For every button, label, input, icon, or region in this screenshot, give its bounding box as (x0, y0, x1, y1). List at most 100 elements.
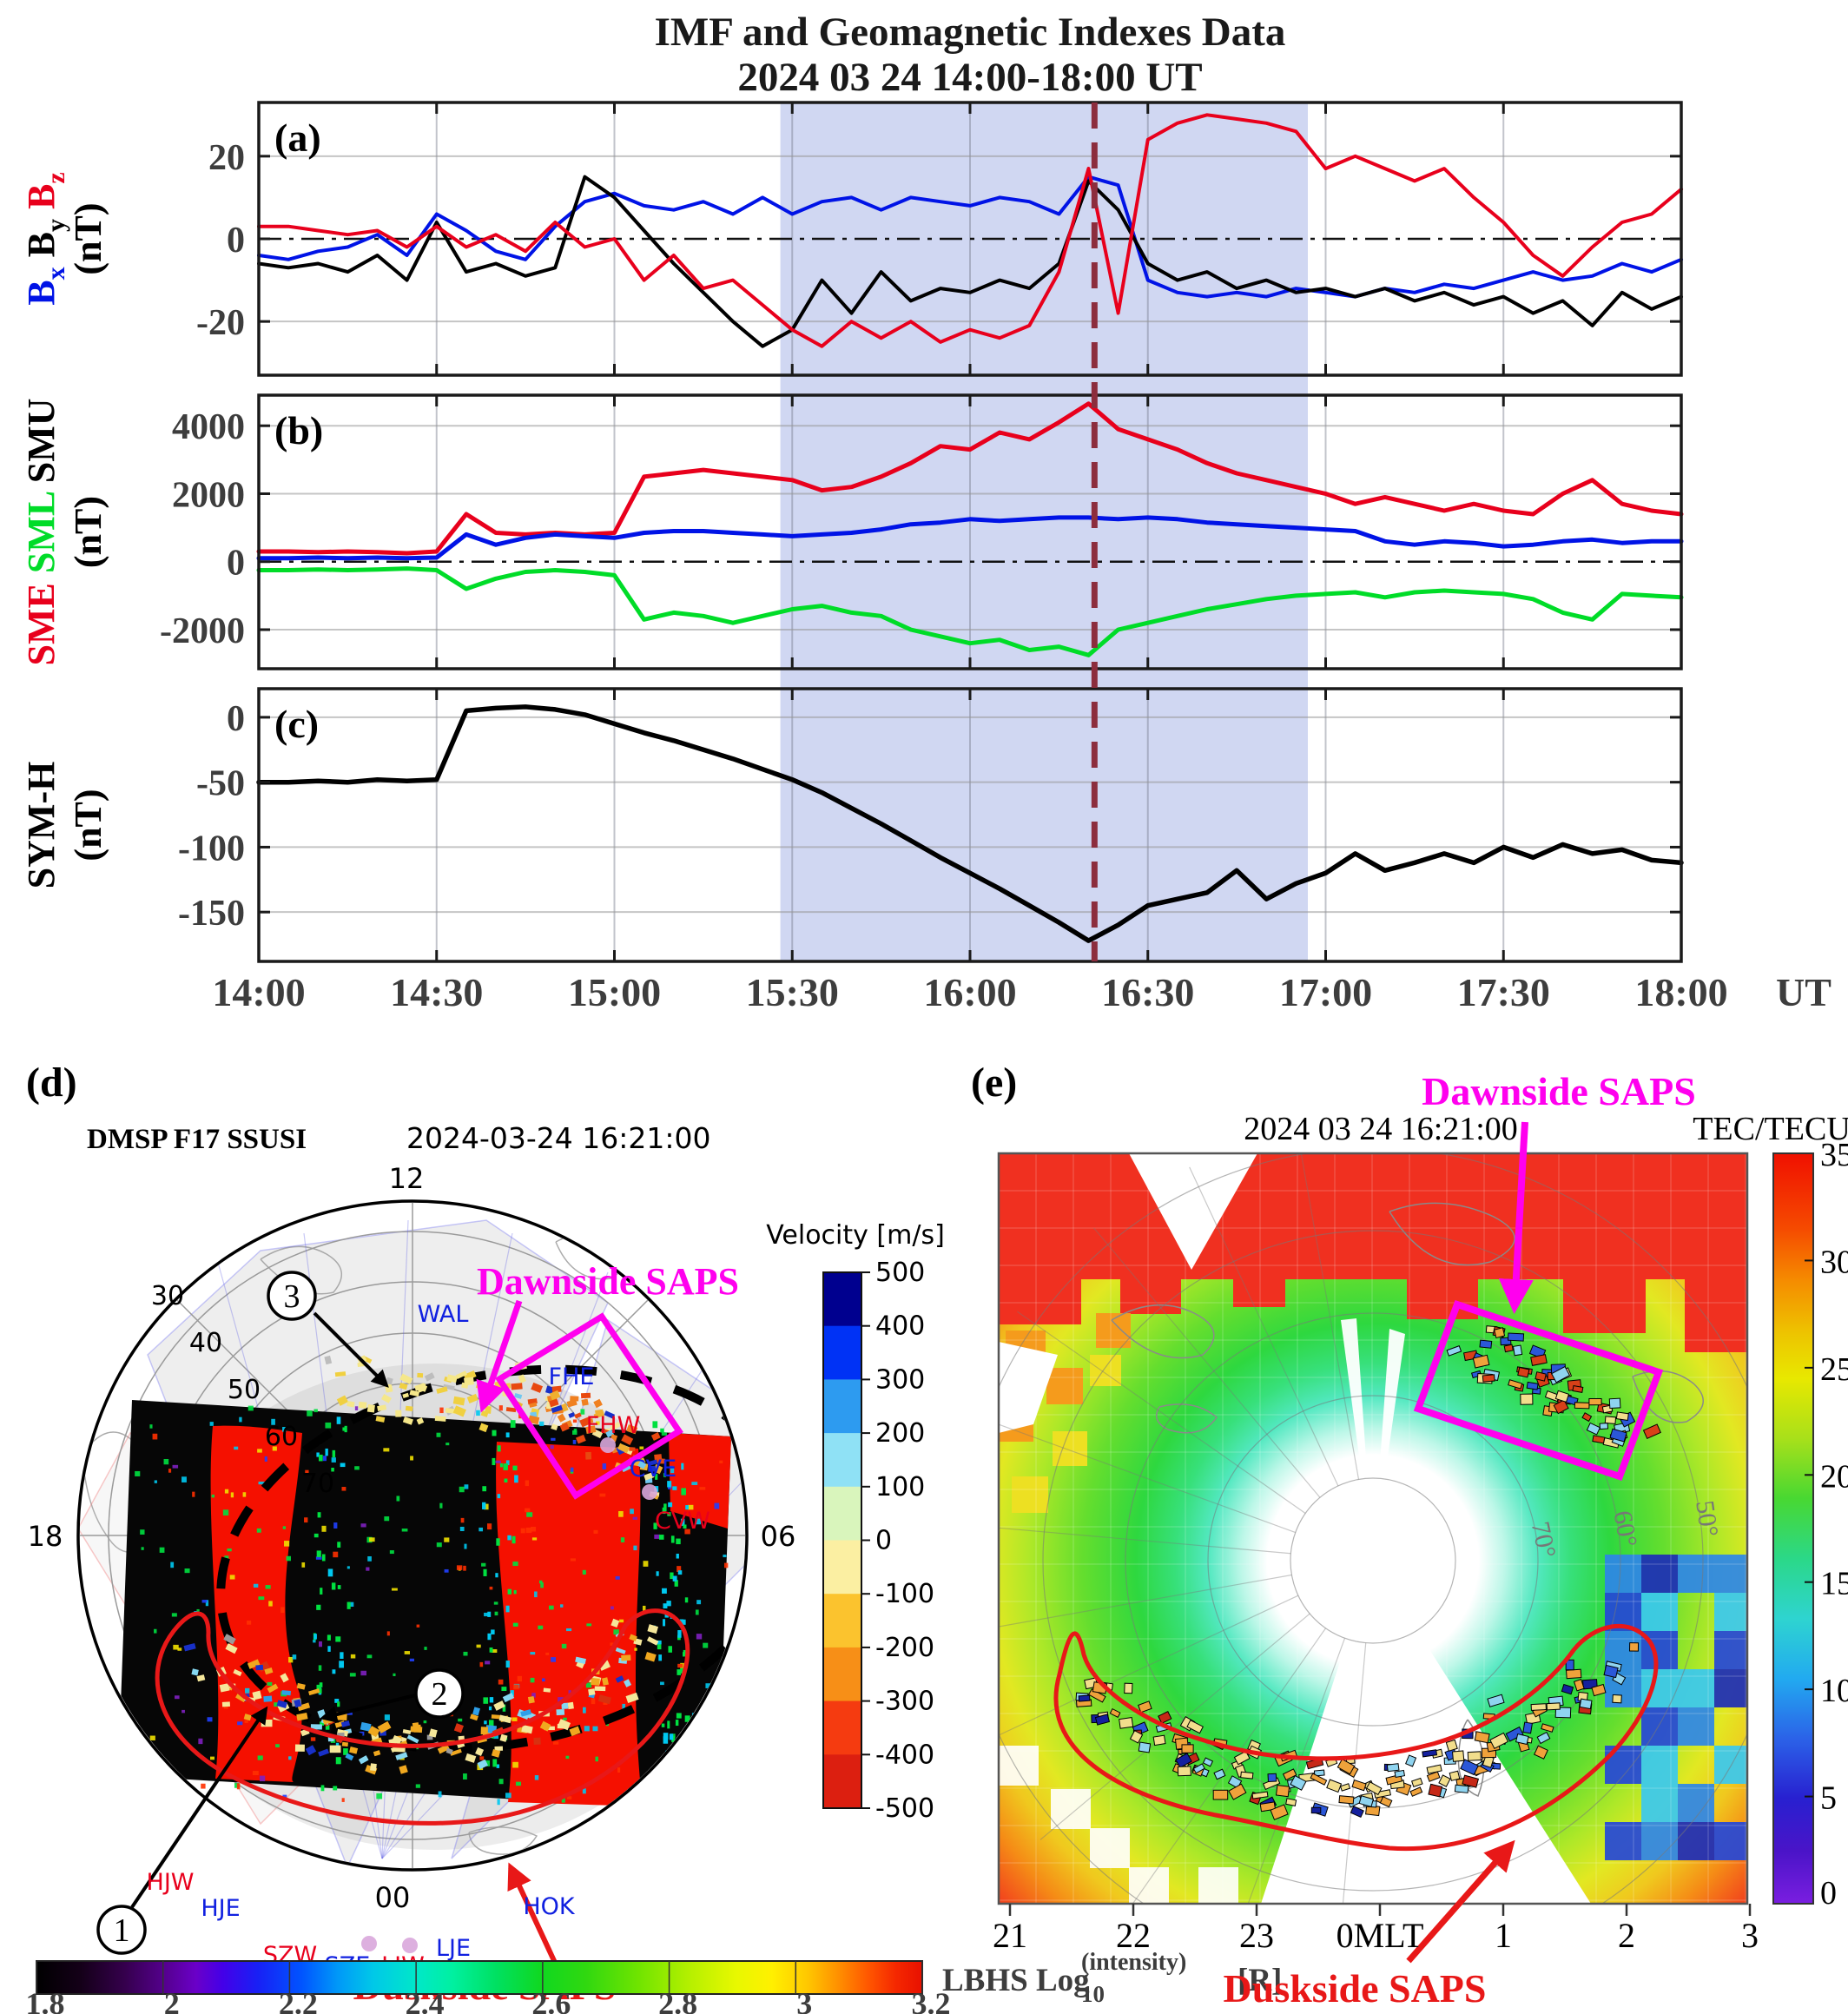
ytick-label-b: 2000 (172, 475, 245, 515)
series-Bx (257, 175, 1683, 299)
lbhs-tick: 3 (796, 1986, 812, 2014)
ylabel-c-unit: (nT) (67, 789, 109, 861)
tec-colorbar-title: TEC/TECU (1693, 1111, 1848, 1147)
timeseries-panel-c: 0 -50 -100 -150 (c) (178, 687, 1684, 963)
ylabel-a: Bx By Bz (20, 172, 70, 305)
station-marker (361, 1936, 377, 1951)
velocity-tick: 500 (875, 1258, 925, 1288)
station-marker (600, 1437, 616, 1453)
panel-tag-c: (c) (274, 702, 319, 746)
number-label: 3 (284, 1278, 300, 1315)
number1-arrow (130, 1706, 268, 1909)
duskside-arrow-d (507, 1862, 558, 1966)
velocity-tick: -200 (875, 1633, 934, 1663)
mlt-axis-tick: 23 (1239, 1916, 1274, 1955)
lbhs-tick: 2 (164, 1986, 180, 2014)
series-By (257, 175, 1683, 348)
tec-tick: 20 (1820, 1458, 1848, 1495)
station-label-CVE: CVE (630, 1456, 676, 1482)
station-marker (642, 1484, 657, 1500)
lbhs-tick: 2.8 (658, 1986, 697, 2014)
panel-d-instrument: DMSP F17 SSUSI (87, 1124, 307, 1155)
velocity-colorbar-title: Velocity [m/s] (766, 1220, 945, 1251)
ytick-label-a: -20 (196, 303, 245, 343)
ytick-label-a: 20 (208, 138, 245, 178)
number-circle (267, 1271, 317, 1321)
x-tick-label: 14:00 (212, 970, 305, 1014)
ylabel-c: SYM-H (20, 762, 63, 889)
tec-tick: 0 (1820, 1875, 1837, 1912)
lat-label-30: 30 (151, 1281, 184, 1311)
ytick-label-b: 4000 (172, 407, 245, 447)
station-label-CVW: CVW (655, 1508, 710, 1535)
tec-tick: 30 (1820, 1244, 1848, 1280)
lbhs-tick: 3.2 (912, 1986, 951, 2014)
tec-tick: 15 (1820, 1566, 1848, 1602)
ytick-label-c: -150 (178, 894, 245, 934)
ssusi-swath (118, 1400, 731, 1812)
lbhs-label-sup: (intensity) (1081, 1949, 1186, 1976)
ytick-label-a: 0 (227, 221, 245, 261)
velocity-tick: 200 (875, 1418, 925, 1449)
x-tick-label: 17:00 (1279, 970, 1372, 1014)
dawnside-saps-label-d: Dawnside SAPS (477, 1260, 739, 1303)
velocity-tick: 0 (875, 1526, 892, 1556)
dawnside-saps-box (495, 1312, 683, 1500)
x-tick-label: 15:00 (568, 970, 661, 1014)
dawnside-arrow-e (1498, 1121, 1534, 1314)
lbhs-tick: 2.4 (406, 1986, 445, 2014)
ytick-label-b: -2000 (160, 611, 245, 651)
panel-tag-e: (e) (971, 1060, 1017, 1106)
velocity-tick: -500 (875, 1793, 934, 1824)
station-label-HJW: HJW (147, 1869, 195, 1896)
panel-e-datetime: 2024 03 24 16:21:00 (1244, 1111, 1518, 1147)
lbhs-tick: 2.2 (279, 1986, 318, 2014)
mlt-00: 00 (375, 1881, 411, 1914)
dawnside-saps-box-e (1413, 1299, 1664, 1482)
figure-title-line2: 2024 03 24 14:00-18:00 UT (737, 55, 1203, 100)
ytick-label-c: 0 (227, 699, 245, 739)
tec-tick: 10 (1820, 1673, 1848, 1709)
series-Bz (257, 113, 1683, 348)
duskside-arrow-e (1406, 1839, 1515, 1964)
ylabel-b-unit: (nT) (67, 496, 109, 568)
mlt-18: 18 (28, 1520, 63, 1553)
velocity-tick: 400 (875, 1311, 925, 1342)
tec-colorbar: 35 30 25 20 15 10 5 0 (1772, 1137, 1848, 1912)
lbhs-tick: 2.6 (531, 1986, 571, 2014)
x-tick-label: 15:30 (746, 970, 839, 1014)
lbhs-label-sub: 10 (1081, 1981, 1105, 2007)
lat-label-60: 60 (265, 1422, 298, 1452)
number3-arrow (313, 1311, 389, 1388)
ytick-label-c: -50 (196, 764, 245, 804)
mlt-06: 06 (761, 1520, 796, 1553)
series-SML (256, 566, 1684, 657)
x-tick-label: 14:30 (390, 970, 483, 1014)
station-label-FHW: FHW (586, 1412, 641, 1439)
velocity-tick: -300 (875, 1687, 934, 1717)
x-tick-label: 17:30 (1457, 970, 1550, 1014)
mlt-axis-tick: 22 (1116, 1916, 1151, 1955)
velocity-tick: 300 (875, 1364, 925, 1395)
figure-title-line1: IMF and Geomagnetic Indexes Data (654, 10, 1286, 55)
duskside-saps-contour-e (1053, 1623, 1659, 1852)
series-SME (256, 401, 1684, 556)
ssusi-velocity-clusters (183, 1355, 666, 1775)
station-label-FHE: FHE (549, 1364, 595, 1390)
ytick-label-c: -100 (178, 829, 245, 868)
tec-map: 70° 60° 50° (999, 1153, 1747, 1904)
lbhs-label-unit: [R] (1238, 1963, 1282, 1998)
mlt-axis-tick: 0MLT (1336, 1916, 1424, 1955)
mlt-axis-tick: 3 (1741, 1916, 1759, 1955)
timeseries-panel-a: 20 0 -20 (a) (196, 101, 1683, 377)
lat-label-50: 50 (228, 1375, 261, 1405)
x-tick-label: 16:30 (1101, 970, 1194, 1014)
number-circle (96, 1905, 147, 1955)
ytick-label-b: 0 (227, 544, 245, 584)
velocity-tick: 100 (875, 1472, 925, 1502)
lbhs-tick: 1.8 (26, 1986, 65, 2014)
velocity-tick: -100 (875, 1579, 934, 1609)
lat-ring-label: 50° (1690, 1499, 1724, 1539)
